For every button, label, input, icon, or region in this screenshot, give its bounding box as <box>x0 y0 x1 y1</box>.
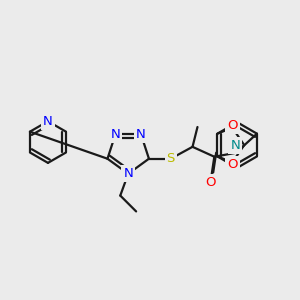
Text: N: N <box>43 115 53 128</box>
Text: O: O <box>227 119 238 132</box>
Text: O: O <box>227 158 238 171</box>
Text: N: N <box>123 167 133 180</box>
Text: S: S <box>167 152 175 165</box>
Text: N: N <box>110 128 120 141</box>
Text: H: H <box>232 139 241 152</box>
Text: O: O <box>205 176 216 189</box>
Text: N: N <box>230 139 240 152</box>
Text: N: N <box>136 128 146 141</box>
